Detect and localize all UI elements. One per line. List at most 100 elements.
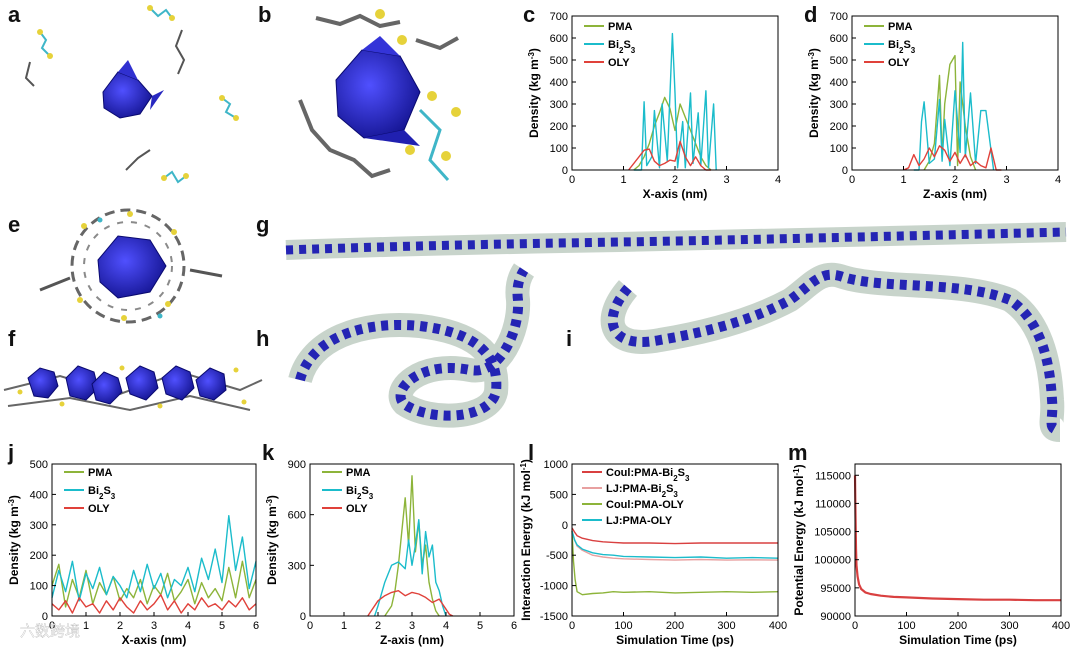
cluster-polyhedron (27, 367, 59, 399)
x-axis-label: Z-axis (nm) (380, 633, 444, 647)
legend-label: Bi2S3 (888, 39, 916, 55)
y-tick-label: 500 (30, 459, 48, 471)
x-tick-label: 200 (666, 620, 684, 632)
x-tick-label: 2 (117, 620, 123, 632)
series-line-bi2s3 (51, 515, 257, 602)
oly-molecule (125, 149, 151, 171)
chart-d: 0 1 2 3 4 0 100 200 300 400 500 600 700 Z-axis (nm) De… (807, 11, 1062, 201)
x-axis-label: X-axis (nm) (643, 187, 708, 201)
x-tick-label: 3 (723, 174, 729, 186)
y-tick-label: -500 (546, 550, 568, 562)
legend-label: Coul:PMA-Bi2S3 (606, 467, 690, 483)
y-tick-label: 100 (550, 143, 568, 155)
x-tick-label: 1 (341, 620, 347, 632)
y-tick-label: 900 (288, 459, 306, 471)
y-tick-label: 95000 (820, 583, 851, 595)
y-tick-label: 600 (288, 510, 306, 522)
x-tick-label: 2 (672, 174, 678, 186)
y-tick-label: 100 (830, 143, 848, 155)
x-tick-label: 5 (219, 620, 225, 632)
legend-label: Bi2S3 (88, 485, 116, 501)
x-axis-label: Simulation Time (ps) (616, 633, 734, 647)
series-line-oly (367, 590, 454, 617)
cluster-polyhedron (195, 367, 227, 401)
x-tick-label: 1 (620, 174, 626, 186)
y-tick-label: 110000 (815, 498, 851, 510)
cluster-chain (607, 269, 1061, 435)
legend-label: Bi2S3 (346, 485, 374, 501)
panel-label-a: a (8, 2, 21, 27)
legend-label: PMA (888, 21, 913, 33)
x-tick-label: 4 (775, 174, 781, 186)
y-axis-label: Density (kg m-3) (527, 48, 542, 138)
cluster-polyhedron (335, 49, 421, 139)
legend-label: Coul:PMA-OLY (606, 499, 684, 511)
x-tick-label: 0 (852, 620, 858, 632)
chart-m: 0 100 200 300 400 90000 95000 100000 105000 11000… (792, 463, 1070, 647)
y-axis-label: Density (kg m-3) (807, 48, 822, 138)
cluster-polyhedron (161, 365, 195, 401)
series-line-lj-pma-bi2s3 (571, 530, 779, 561)
panel-label-f: f (8, 326, 16, 351)
y-tick-label: 0 (842, 165, 848, 177)
y-tick-label: 0 (562, 520, 568, 532)
bi2s3-molecule (39, 31, 51, 57)
y-axis-label: Density (kg m-3) (7, 495, 22, 585)
y-tick-label: 100000 (814, 555, 851, 567)
bi2s3-molecule (163, 170, 187, 184)
cluster-chain (295, 267, 529, 421)
y-tick-label: 200 (30, 550, 48, 562)
ligand-shell (70, 208, 186, 324)
x-tick-label: 4 (443, 620, 449, 632)
snapshot-h (288, 263, 535, 428)
x-tick-label: 3 (409, 620, 415, 632)
legend-label: PMA (608, 21, 633, 33)
x-tick-label: 1 (900, 174, 906, 186)
x-tick-label: 400 (769, 620, 787, 632)
bi2s3-molecule (221, 97, 237, 119)
y-tick-label: -1000 (540, 581, 568, 593)
y-tick-label: -1500 (540, 611, 568, 623)
y-tick-label: 600 (830, 33, 848, 45)
y-tick-label: 600 (550, 33, 568, 45)
panel-label-l: l (528, 440, 534, 465)
x-tick-label: 0 (849, 174, 855, 186)
series-line-coul-pma-oly (571, 530, 779, 596)
x-tick-label: 4 (185, 620, 191, 632)
series-line-pma (384, 475, 440, 617)
panel-label-e: e (8, 212, 20, 237)
panel-label-k: k (262, 440, 275, 465)
panel-label-h: h (256, 326, 269, 351)
plot-frame (51, 463, 257, 617)
y-tick-label: 300 (830, 99, 848, 111)
cluster-polyhedron (91, 371, 123, 405)
x-tick-label: 100 (614, 620, 632, 632)
x-tick-label: 100 (897, 620, 915, 632)
y-tick-label: 105000 (814, 527, 851, 539)
chart-l: 0 100 200 300 400 1000 500 0 -500 -1000 -1500 Simul… (519, 459, 788, 647)
legend-label: OLY (88, 503, 110, 515)
x-tick-label: 0 (569, 620, 575, 632)
y-tick-label: 700 (830, 11, 848, 23)
x-axis-label: X-axis (nm) (122, 633, 187, 647)
y-axis-label: Interaction Energy (kJ mol-1) (519, 459, 534, 621)
legend-label: LJ:PMA-Bi2S3 (606, 483, 678, 499)
series-line-bi2s3 (913, 41, 995, 171)
x-tick-label: 6 (511, 620, 517, 632)
x-tick-label: 2 (375, 620, 381, 632)
y-tick-label: 500 (550, 489, 568, 501)
legend-label: PMA (346, 467, 371, 479)
oly-molecule (315, 13, 401, 29)
x-tick-label: 0 (569, 174, 575, 186)
panel-label-i: i (566, 326, 572, 351)
y-tick-label: 500 (550, 55, 568, 67)
y-tick-label: 200 (550, 121, 568, 133)
y-tick-label: 400 (30, 489, 48, 501)
y-axis-label: Density (kg m-3) (265, 495, 280, 585)
bi2s3-molecule (149, 7, 173, 19)
y-tick-label: 90000 (820, 611, 851, 623)
y-tick-label: 200 (830, 121, 848, 133)
legend-label: Bi2S3 (608, 39, 636, 55)
series-line-bi2s3 (373, 519, 447, 617)
